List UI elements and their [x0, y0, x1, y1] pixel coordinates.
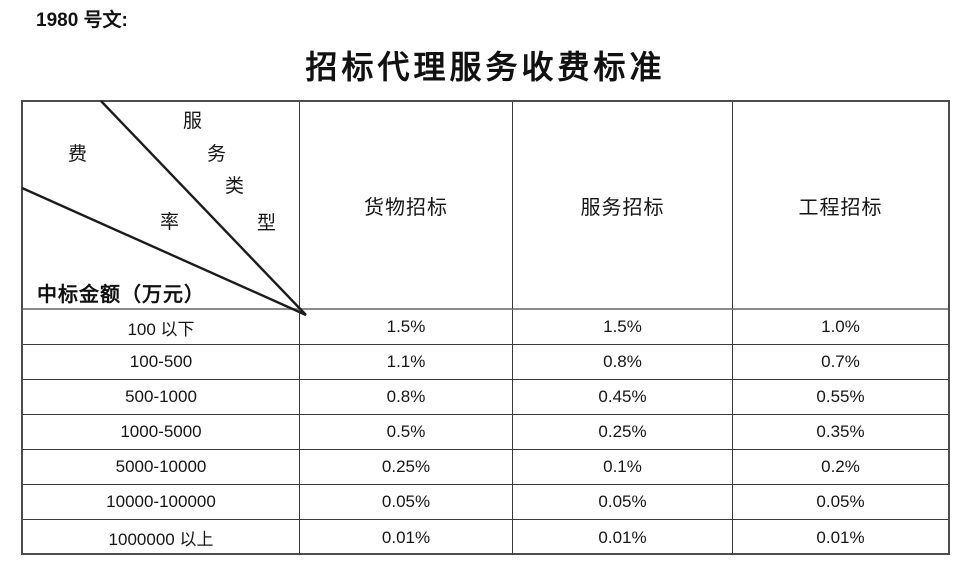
rate-value-cell: 0.01% [300, 520, 513, 555]
fee-table: 服 务 类 型 费 率 中标金额（万元） 货物招标 服务招标 工程招标 100 … [21, 100, 950, 555]
rate-value-cell: 0.45% [513, 380, 733, 415]
rate-value-cell: 1.5% [513, 310, 733, 345]
rate-value-cell: 0.25% [513, 415, 733, 450]
rate-value-cell: 1.1% [300, 345, 513, 380]
diagonal-divider-lines [21, 100, 307, 317]
amount-range-cell: 100-500 [23, 345, 300, 380]
doc-reference: 1980 号文: [36, 10, 128, 31]
amount-range-cell: 1000000 以上 [23, 520, 300, 555]
rate-value-cell: 0.25% [300, 450, 513, 485]
corner-service-type-char: 服 [183, 111, 204, 132]
amount-range-cell: 1000-5000 [23, 415, 300, 450]
column-header-engineering: 工程招标 [733, 102, 948, 310]
rate-value-cell: 0.8% [300, 380, 513, 415]
corner-service-type-char: 务 [207, 144, 228, 165]
rate-value-cell: 0.8% [513, 345, 733, 380]
rate-value-cell: 0.01% [513, 520, 733, 555]
amount-range-cell: 10000-100000 [23, 485, 300, 520]
corner-service-type-char: 型 [257, 213, 278, 234]
page-title: 招标代理服务收费标准 [305, 49, 666, 85]
amount-axis-label: 中标金额（万元） [37, 284, 205, 306]
rate-value-cell: 0.5% [300, 415, 513, 450]
rate-value-cell: 0.7% [733, 345, 948, 380]
amount-range-cell: 500-1000 [23, 380, 300, 415]
column-header-services: 服务招标 [513, 102, 733, 310]
amount-range-cell: 100 以下 [23, 310, 300, 345]
rate-value-cell: 0.01% [816, 527, 865, 547]
rate-value-cell: 0.35% [733, 415, 948, 450]
rate-value-cell: 0.05% [300, 485, 513, 520]
amount-range-cell: 5000-10000 [23, 450, 300, 485]
rate-value-cell: 0.1% [513, 450, 733, 485]
rate-value-cell: 1.5% [300, 310, 513, 345]
rate-value-cell: 0.05% [513, 485, 733, 520]
corner-header-cell: 服 务 类 型 费 率 中标金额（万元） [21, 100, 307, 317]
corner-rate-char: 率 [160, 212, 181, 233]
column-header-goods: 货物招标 [300, 102, 513, 310]
rate-value-cell: 1.0% [733, 310, 948, 345]
rate-value-cell: 0.05% [733, 485, 948, 520]
rate-value-cell: 0.2% [733, 450, 948, 485]
corner-rate-char: 费 [68, 144, 89, 165]
rate-value-cell: 0.55% [733, 380, 948, 415]
corner-service-type-char: 类 [225, 176, 246, 197]
